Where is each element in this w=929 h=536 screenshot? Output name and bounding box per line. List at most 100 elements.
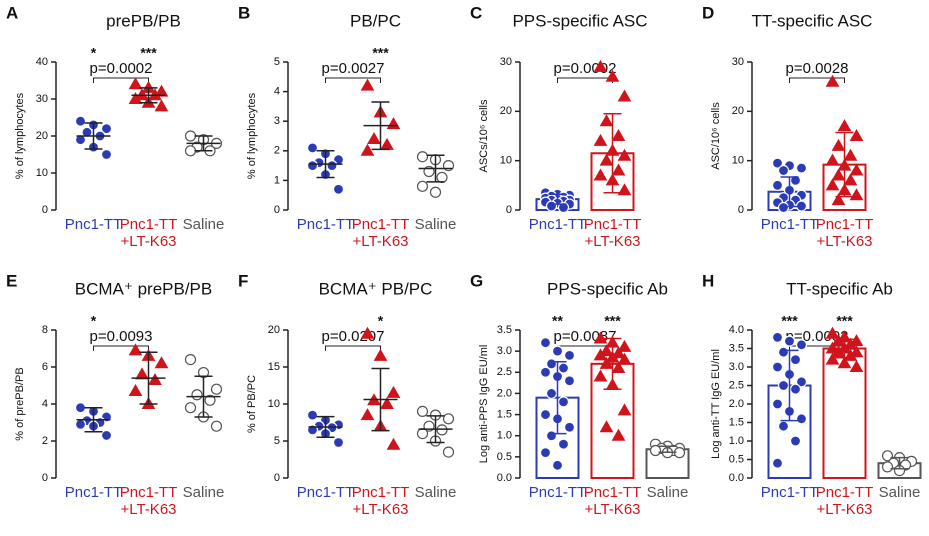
data-point [777, 379, 790, 392]
group-label: Pnc1-TT +LT-K63 [351, 484, 410, 518]
data-point [599, 344, 614, 357]
group-label: Pnc1-TT [760, 484, 819, 501]
y-tick-label: 0 [274, 204, 280, 216]
data-point [128, 343, 143, 356]
data-point [386, 385, 401, 398]
y-axis-label: ASCs/10⁶ cells [478, 99, 490, 172]
data-point [184, 145, 197, 157]
data-point [74, 418, 87, 430]
y-tick-label: 0.0 [497, 472, 512, 484]
y-tick-label: 3.5 [729, 342, 744, 354]
data-point [539, 447, 552, 459]
error-bar [84, 406, 103, 433]
data-point [81, 126, 93, 138]
y-axis-label: % of lymphocytes [14, 92, 26, 179]
data-point [617, 89, 632, 102]
y-tick-label: 40 [36, 56, 48, 68]
comparison-label: p=0.0207 [322, 328, 385, 345]
group-label: Pnc1-TT +LT-K63 [583, 216, 642, 250]
data-point [849, 359, 864, 372]
data-point [849, 345, 864, 358]
error-bar [548, 360, 567, 435]
data-point [154, 356, 169, 369]
y-tick-label: 5 [274, 56, 280, 68]
data-point [831, 168, 846, 181]
data-point [360, 143, 375, 156]
data-point [539, 366, 552, 378]
data-point [881, 461, 894, 473]
y-tick-label: 2 [274, 145, 280, 157]
data-point [795, 413, 808, 425]
group-label: Pnc1-TT +LT-K63 [815, 484, 874, 518]
data-point [825, 178, 840, 191]
data-point [442, 413, 455, 425]
y-tick-label: 4 [274, 86, 280, 98]
panel-letter: E [6, 271, 17, 290]
panel-title: PPS-specific ASC [512, 11, 647, 30]
data-point [599, 114, 614, 127]
y-tick-label: 8 [42, 324, 48, 336]
data-point [332, 436, 345, 449]
data-point [128, 91, 143, 104]
data-point [831, 345, 846, 358]
y-tick-label: 30 [36, 93, 48, 105]
error-bar [780, 176, 799, 208]
panel-title: TT-specific Ab [786, 279, 893, 298]
comparison-bracket [325, 77, 381, 83]
data-point [128, 77, 143, 90]
data-point [771, 157, 784, 169]
y-tick-label: 0 [274, 472, 280, 484]
group-label: Pnc1-TT [64, 484, 123, 501]
data-point [593, 369, 608, 382]
panel-title: BCMA⁺ prePB/PB [75, 279, 212, 298]
group-label: Pnc1-TT [64, 216, 123, 233]
error-bar [371, 101, 390, 151]
y-tick-label: 3.5 [497, 324, 512, 336]
y-tick-label: 3 [274, 115, 280, 127]
error-bar [139, 87, 158, 104]
y-tick-label: 1.0 [497, 430, 512, 442]
y-tick-label: 1.0 [729, 435, 744, 447]
y-tick-label: 0 [42, 204, 48, 216]
y-axis-label: % of lymphocytes [246, 92, 258, 179]
y-tick-label: 10 [36, 167, 48, 179]
data-point [154, 99, 169, 112]
y-axis-label: Log anti-TT IgG EU/ml [710, 349, 722, 459]
data-point [184, 402, 197, 414]
y-tick-label: 2.0 [497, 387, 512, 399]
y-tick-label: 5 [274, 435, 280, 447]
comparison-bracket [789, 77, 845, 83]
error-bar [426, 154, 445, 183]
y-tick-label: 20 [36, 130, 48, 142]
data-point [380, 137, 394, 150]
y-tick-label: 1.5 [729, 416, 744, 428]
comparison-label: p=0.0093 [90, 328, 153, 345]
y-axis-label: Log anti-PPS IgG EU/ml [478, 345, 490, 464]
data-point [771, 361, 784, 373]
group-label: Saline [182, 484, 225, 501]
data-point [825, 153, 840, 166]
group-label: Pnc1-TT +LT-K63 [583, 484, 642, 518]
data-point [599, 420, 614, 433]
data-point [617, 148, 632, 161]
y-tick-label: 20 [732, 105, 744, 117]
panel-title: PPS-specific Ab [547, 279, 668, 298]
y-tick-label: 4 [42, 398, 48, 410]
data-point [306, 409, 319, 421]
error-bar [548, 193, 567, 205]
data-point [831, 138, 846, 151]
data-point [332, 183, 345, 195]
data-point [326, 160, 338, 172]
group-label: Saline [878, 484, 921, 501]
data-point [881, 450, 894, 462]
data-point [539, 408, 552, 421]
data-point [563, 421, 576, 433]
data-point [843, 148, 858, 161]
data-point [605, 69, 620, 82]
data-point [100, 123, 113, 135]
data-point [204, 394, 216, 406]
y-tick-label: 2.0 [729, 398, 744, 410]
y-tick-label: 15 [268, 361, 280, 373]
error-bar [316, 150, 335, 179]
